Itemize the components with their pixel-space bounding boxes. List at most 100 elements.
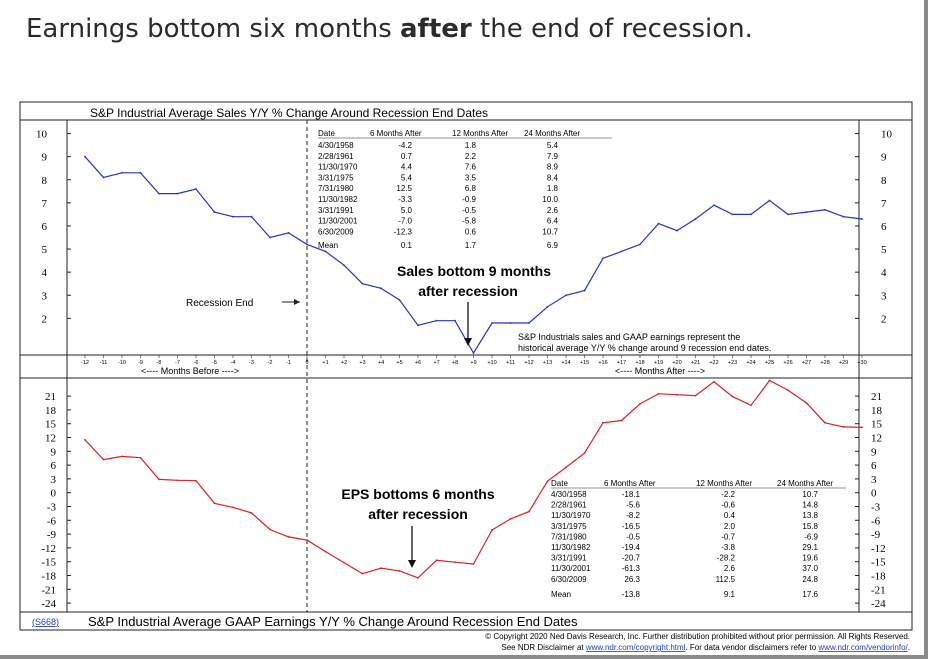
bottom-ytick-right: -21: [871, 584, 886, 596]
sales-point: [250, 215, 253, 218]
top-ytick-right: 5: [881, 244, 887, 256]
sales-point: [380, 287, 382, 290]
bottom-table-header: 12 Months After: [696, 479, 752, 488]
top-table-cell: 6.8: [465, 184, 477, 193]
sales-point: [287, 231, 290, 234]
month-tick-label: +13: [543, 360, 552, 366]
bottom-ytick-left: 15: [45, 419, 57, 431]
page-title: Earnings bottom six months after the end…: [26, 14, 753, 44]
top-table-mean-label: Mean: [318, 241, 338, 250]
bottom-ytick-right: -18: [871, 571, 886, 583]
month-tick-label: -9: [138, 360, 143, 366]
bottom-table-cell: -2.2: [721, 490, 735, 499]
bottom-ytick-left: -9: [47, 529, 57, 541]
eps-point: [676, 393, 678, 396]
eps-point: [805, 402, 808, 404]
month-tick-label: +12: [524, 360, 533, 366]
top-table-cell: 12.5: [396, 184, 412, 193]
eps-annotation-arrowhead: [408, 560, 416, 568]
bottom-table-header: 24 Months After: [777, 479, 833, 488]
month-tick-label: +23: [728, 360, 737, 366]
bottom-table-cell: -18.1: [622, 490, 641, 499]
month-tick-label: +29: [839, 360, 848, 366]
bottom-ytick-right: 9: [871, 446, 877, 458]
top-table-cell: 10.0: [542, 195, 558, 204]
month-tick-label: 0: [305, 360, 308, 366]
bottom-table-mean: 17.6: [802, 590, 818, 599]
bottom-ytick-right: 18: [871, 405, 883, 417]
disclaimer-text-c: .: [908, 643, 910, 652]
top-ytick-left: 6: [42, 221, 48, 233]
eps-point: [787, 389, 789, 392]
eps-annotation-line1: EPS bottoms 6 months: [341, 486, 494, 502]
bottom-ytick-right: -12: [871, 543, 886, 555]
top-table-header: 6 Months After: [370, 129, 422, 138]
month-tick-label: -11: [100, 360, 108, 366]
eps-point: [768, 379, 771, 382]
eps-point: [417, 576, 419, 579]
top-table-cell: 1.8: [547, 184, 559, 193]
bottom-ytick-left: 6: [51, 460, 57, 472]
sales-point: [102, 176, 105, 179]
top-table-cell: 10.7: [542, 227, 558, 236]
vendorinfo-link[interactable]: www.ndr.com/vendorinfo/: [817, 643, 908, 652]
disclaimer-text-b: . For data vendor disclaimers refer to: [685, 643, 818, 652]
bottom-ytick-left: 21: [45, 391, 56, 403]
month-tick-label: -4: [231, 360, 236, 366]
copyright-line: © Copyright 2020 Ned Davis Research, Inc…: [485, 632, 910, 641]
top-table-cell: 3/31/1975: [318, 173, 354, 182]
sales-point: [657, 222, 660, 225]
top-table-cell: 7/31/1980: [318, 184, 354, 193]
eps-point: [861, 426, 863, 429]
sales-point: [528, 322, 530, 324]
month-tick-label: +7: [433, 360, 439, 366]
sales-point: [731, 213, 734, 216]
source-code-link[interactable]: (S668): [32, 617, 59, 627]
bottom-table-mean: -13.8: [622, 590, 641, 599]
top-table-cell: 7.9: [547, 152, 559, 161]
copyright-link[interactable]: www.ndr.com/copyright.html: [585, 643, 686, 652]
eps-point: [842, 426, 845, 428]
sales-point: [398, 298, 401, 301]
eps-annotation-line2: after recession: [368, 506, 468, 522]
sales-point: [417, 324, 419, 327]
bottom-table-cell: -0.6: [721, 501, 735, 510]
sales-point: [454, 319, 456, 322]
headline-suffix: the end of recession.: [471, 14, 753, 44]
bottom-ytick-right: -15: [871, 557, 886, 569]
month-tick-label: +22: [709, 360, 718, 366]
top-ytick-right: 8: [881, 175, 887, 187]
month-tick-label: +5: [396, 360, 402, 366]
bottom-table-cell: -3.8: [721, 543, 735, 552]
disclaimer-text-a: See NDR Disclaimer at: [501, 643, 585, 652]
month-tick-label: -5: [212, 360, 217, 366]
top-table-cell: -12.3: [394, 227, 413, 236]
top-table-mean: 6.9: [547, 241, 559, 250]
months-after-label: <---- Months After ---->: [615, 366, 705, 376]
sales-note-line2: historical average Y/Y % change around 9…: [518, 343, 771, 353]
sales-point: [324, 250, 327, 253]
top-table-cell: 7.6: [465, 163, 477, 172]
top-table-cell: 3/31/1991: [318, 206, 354, 215]
top-table-cell: 1.8: [465, 141, 477, 150]
month-tick-label: +28: [820, 360, 829, 366]
bottom-ytick-right: -9: [871, 529, 881, 541]
month-tick-label: +20: [672, 360, 681, 366]
eps-point: [583, 452, 586, 455]
sales-point: [676, 229, 678, 232]
sales-annotation-arrowhead: [464, 338, 472, 346]
top-table-header: 24 Months After: [524, 129, 580, 138]
eps-point: [546, 480, 549, 483]
top-table-cell: -4.2: [398, 141, 412, 150]
sales-annotation-line1: Sales bottom 9 months: [397, 263, 551, 279]
figure-frame: [19, 101, 913, 631]
sales-point: [472, 352, 475, 354]
top-ytick-left: 9: [42, 152, 48, 164]
top-table-header: Date: [318, 129, 335, 138]
bottom-table-header: 6 Months After: [604, 479, 656, 488]
top-table-cell: 4/30/1958: [318, 141, 354, 150]
month-tick-label: +15: [580, 360, 589, 366]
bottom-table-cell: -16.5: [622, 522, 641, 531]
top-ytick-right: 9: [881, 152, 887, 164]
